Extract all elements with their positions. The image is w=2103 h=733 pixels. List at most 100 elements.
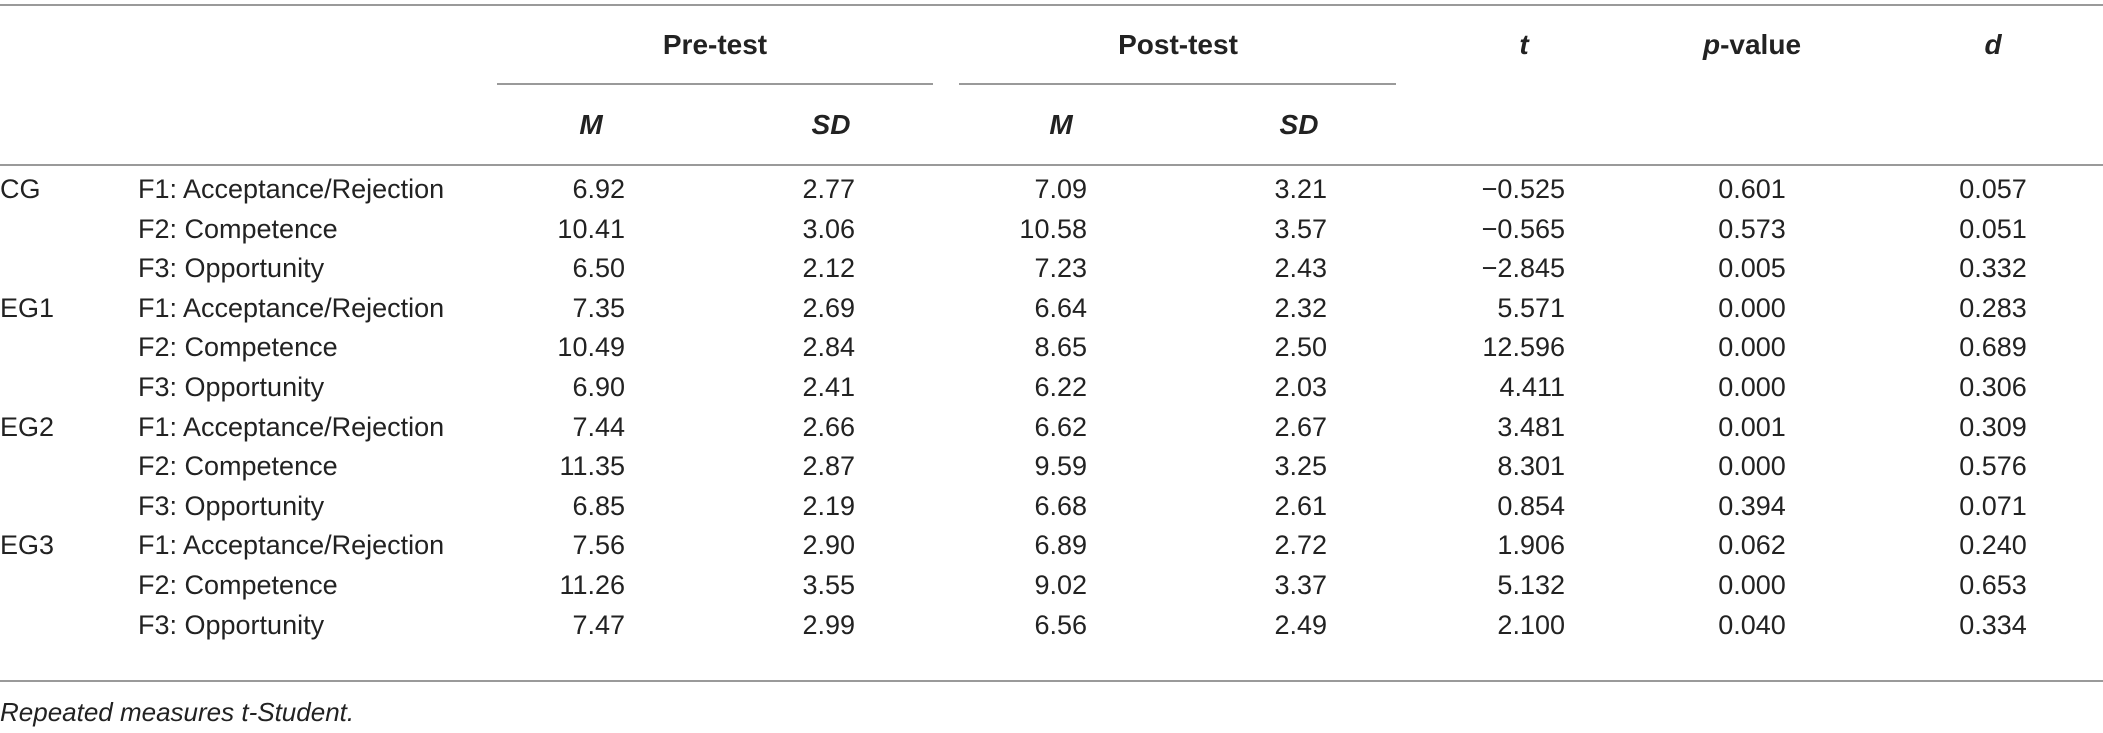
cell-pre-m: 6.92 <box>572 174 625 204</box>
cell-post-sd: 3.37 <box>1274 570 1327 600</box>
cell-d: 0.689 <box>1959 332 2027 363</box>
cell-d: 0.306 <box>1959 372 2027 402</box>
cell-post-m: 8.65 <box>1034 332 1087 363</box>
cell-factor: F1: Acceptance/Rejection <box>138 530 445 561</box>
cell-pre-sd: 2.41 <box>802 372 855 402</box>
cell-post-m: 6.68 <box>1034 490 1087 521</box>
cell-d: 0.653 <box>1959 570 2027 600</box>
cell-t: 5.132 <box>1497 570 1565 600</box>
cell-p: 0.005 <box>1718 253 1786 284</box>
cell-post-sd: 2.72 <box>1274 530 1327 561</box>
cell-pre-m: 7.35 <box>572 292 625 323</box>
cell-d: 0.332 <box>1959 253 2027 284</box>
cell-pre-sd: 2.84 <box>802 332 855 363</box>
cell-p: 0.001 <box>1718 411 1786 442</box>
cell-d: 0.576 <box>1959 451 2027 482</box>
cell-p: 0.040 <box>1718 609 1786 640</box>
cell-group: EG2 <box>0 411 55 442</box>
cell-pre-m: 11.35 <box>559 451 625 482</box>
cell-pre-sd: 3.55 <box>802 570 855 600</box>
cell-factor: F3: Opportunity <box>138 490 325 521</box>
header-bottom-rule <box>0 164 2103 166</box>
cell-post-m: 9.59 <box>1034 451 1087 482</box>
header-p-value: p-value <box>1703 28 1801 62</box>
cell-d: 0.309 <box>1959 411 2027 442</box>
cell-pre-m: 7.47 <box>572 609 625 640</box>
cell-t: 1.906 <box>1497 530 1565 561</box>
cell-p: 0.062 <box>1718 530 1786 561</box>
cell-pre-m: 7.56 <box>572 530 625 561</box>
pre-test-span-rule <box>497 83 933 85</box>
header-p-value-rest: -value <box>1720 29 1802 60</box>
cell-pre-m: 6.90 <box>572 372 625 402</box>
cell-post-m: 6.64 <box>1034 292 1087 323</box>
cell-t: 5.571 <box>1497 292 1565 323</box>
cell-post-m: 7.09 <box>1034 174 1087 204</box>
cell-post-m: 10.58 <box>1019 213 1087 244</box>
cell-factor: F3: Opportunity <box>138 609 325 640</box>
cell-factor: F2: Competence <box>138 570 338 600</box>
cell-post-m: 9.02 <box>1034 570 1087 600</box>
cell-post-sd: 2.03 <box>1274 372 1327 402</box>
cell-t: 12.596 <box>1482 332 1565 363</box>
cell-pre-sd: 2.77 <box>802 174 855 204</box>
cell-t: 3.481 <box>1497 411 1565 442</box>
cell-pre-m: 7.44 <box>572 411 625 442</box>
cell-pre-sd: 3.06 <box>802 213 855 244</box>
cell-t: 4.411 <box>1499 372 1565 402</box>
header-pre-sd: SD <box>811 109 851 140</box>
cell-post-sd: 2.61 <box>1274 490 1327 521</box>
cell-pre-sd: 2.19 <box>802 490 855 521</box>
cell-factor: F3: Opportunity <box>138 253 325 284</box>
cell-t: 0.854 <box>1497 490 1565 521</box>
header-t: t <box>1519 29 1529 60</box>
cell-d: 0.240 <box>1959 530 2027 561</box>
cell-t: −2.845 <box>1481 253 1565 284</box>
cell-factor: F1: Acceptance/Rejection <box>138 411 445 442</box>
cell-p: 0.000 <box>1718 451 1786 482</box>
cell-post-sd: 2.49 <box>1274 609 1327 640</box>
cell-t: 2.100 <box>1497 609 1565 640</box>
cell-p: 0.000 <box>1718 570 1786 600</box>
header-pre-test: Pre-test <box>662 29 768 60</box>
cell-pre-sd: 2.90 <box>802 530 855 561</box>
cell-post-sd: 3.21 <box>1274 174 1327 204</box>
cell-post-m: 7.23 <box>1034 253 1087 284</box>
cell-d: 0.334 <box>1959 609 2027 640</box>
cell-factor: F2: Competence <box>138 213 338 244</box>
cell-pre-sd: 2.99 <box>802 609 855 640</box>
post-test-span-rule <box>959 83 1396 85</box>
cell-group: CG <box>0 174 41 204</box>
cell-post-m: 6.22 <box>1034 372 1087 402</box>
cell-p: 0.573 <box>1718 213 1786 244</box>
header-post-test: Post-test <box>1118 29 1238 60</box>
cell-p: 0.601 <box>1718 174 1786 204</box>
header-pre-m: M <box>579 109 603 140</box>
cell-factor: F1: Acceptance/Rejection <box>138 174 445 204</box>
table-footnote: Repeated measures t-Student. <box>0 697 355 727</box>
cell-post-sd: 2.50 <box>1274 332 1327 363</box>
cell-post-m: 6.62 <box>1034 411 1087 442</box>
cell-p: 0.000 <box>1718 332 1786 363</box>
cell-d: 0.283 <box>1959 292 2027 323</box>
cell-post-sd: 3.25 <box>1274 451 1327 482</box>
cell-factor: F1: Acceptance/Rejection <box>138 292 445 323</box>
cell-d: 0.057 <box>1959 174 2027 204</box>
cell-p: 0.000 <box>1718 292 1786 323</box>
cell-post-m: 6.89 <box>1034 530 1087 561</box>
cell-d: 0.071 <box>1959 490 2027 521</box>
cell-post-sd: 2.32 <box>1274 292 1327 323</box>
cell-group: EG3 <box>0 530 55 561</box>
cell-p: 0.394 <box>1718 490 1786 521</box>
cell-d: 0.051 <box>1959 213 2027 244</box>
table-top-rule <box>0 4 2103 6</box>
cell-t: −0.525 <box>1481 174 1565 204</box>
cell-pre-m: 11.26 <box>559 570 625 600</box>
cell-post-sd: 2.67 <box>1274 411 1327 442</box>
cell-pre-sd: 2.69 <box>802 292 855 323</box>
header-post-sd: SD <box>1279 109 1319 140</box>
table-bottom-rule <box>0 680 2103 682</box>
cell-post-sd: 2.43 <box>1274 253 1327 284</box>
cell-pre-sd: 2.87 <box>802 451 855 482</box>
header-d: d <box>1984 29 2002 60</box>
